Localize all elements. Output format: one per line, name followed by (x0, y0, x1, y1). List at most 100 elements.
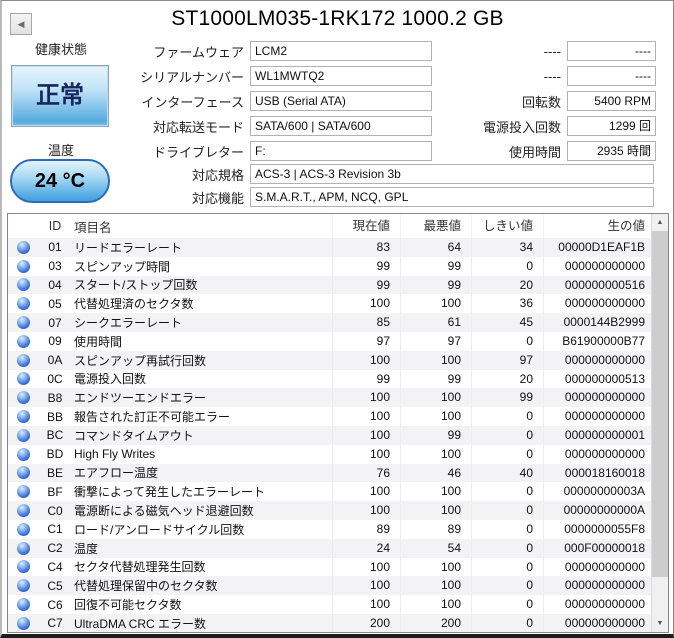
smart-attribute-row[interactable]: 09 使用時間 97 97 0 B61900000B77 (8, 331, 651, 351)
attribute-current: 100 (332, 501, 400, 520)
attribute-id: 01 (48, 240, 62, 255)
stat-field-row: 電源投入回数 1299 回 (442, 116, 656, 136)
status-good-orb-icon (16, 391, 30, 405)
smart-attribute-row[interactable]: BF 衝撃によって発生したエラーレート 100 100 0 0000000000… (8, 482, 651, 502)
field-value-box: 5400 RPM (567, 91, 656, 111)
status-good-orb-icon (16, 259, 30, 273)
attribute-raw-value: 000000000000 (543, 350, 651, 370)
smart-attribute-row[interactable]: 03 スピンアップ時間 99 99 0 000000000000 (8, 256, 651, 276)
status-good-orb-icon (16, 541, 30, 555)
attribute-threshold: 34 (471, 238, 543, 257)
smart-attribute-row[interactable]: C2 温度 24 54 0 000F00000018 (8, 538, 651, 558)
status-cell (8, 316, 38, 330)
attribute-current: 83 (332, 238, 400, 257)
drive-title: ST1000LM035-1RK172 1000.2 GB (171, 7, 504, 30)
column-header-raw: 生の値 (543, 214, 651, 238)
attribute-worst: 100 (400, 557, 471, 577)
attribute-raw-value: 000000000516 (543, 275, 651, 295)
status-cell (8, 504, 38, 518)
attribute-name: 代替処理済のセクタ数 (74, 297, 194, 312)
attribute-worst: 200 (400, 613, 471, 632)
smart-attribute-row[interactable]: 05 代替処理済のセクタ数 100 100 36 000000000000 (8, 294, 651, 314)
status-good-orb-icon (16, 428, 30, 442)
smart-attribute-row[interactable]: 0A スピンアップ再試行回数 100 100 97 000000000000 (8, 350, 651, 370)
attribute-name: 温度 (74, 541, 99, 556)
scroll-down-icon[interactable]: ▼ (656, 620, 664, 627)
smart-attribute-row[interactable]: BC コマンドタイムアウト 100 99 0 000000000001 (8, 425, 651, 445)
status-cell (8, 372, 38, 386)
attribute-raw-value: 00000000003A (543, 482, 651, 502)
health-status-button[interactable]: 正常 (11, 65, 109, 127)
scrollbar-thumb[interactable] (652, 231, 668, 577)
attribute-worst: 99 (400, 369, 471, 389)
attribute-threshold: 99 (471, 388, 543, 408)
attribute-id: C4 (47, 559, 63, 574)
smart-attribute-row[interactable]: 0C 電源投入回数 99 99 20 000000000513 (8, 369, 651, 389)
attribute-id: BE (46, 465, 63, 480)
attribute-current: 100 (332, 482, 400, 502)
table-scrollbar[interactable]: ▲ ▼ (651, 214, 668, 632)
field-value-box: ---- (567, 66, 656, 86)
attribute-raw-value: 000000000000 (543, 444, 651, 464)
smart-table-body: ID 項目名 現在値 最悪値 しきい値 生の値 01 リードエラーレート 83 … (8, 214, 651, 632)
attribute-worst: 100 (400, 294, 471, 314)
attribute-worst: 97 (400, 331, 471, 351)
smart-attribute-row[interactable]: C5 代替処理保留中のセクタ数 100 100 0 000000000000 (8, 576, 651, 596)
status-cell (8, 240, 38, 254)
attribute-id: 03 (48, 259, 62, 274)
attribute-name: スタート/ストップ回数 (74, 278, 198, 293)
attribute-worst: 99 (400, 256, 471, 276)
smart-attribute-row[interactable]: C4 セクタ代替処理発生回数 100 100 0 000000000000 (8, 557, 651, 577)
attribute-threshold: 0 (471, 425, 543, 445)
status-cell (8, 410, 38, 424)
status-good-orb-icon (16, 447, 30, 461)
status-cell (8, 353, 38, 367)
attribute-threshold: 0 (471, 482, 543, 502)
smart-rows: 01 リードエラーレート 83 64 34 00000D1EAF1B 03 スピ… (8, 238, 651, 632)
smart-attribute-row[interactable]: 04 スタート/ストップ回数 99 99 20 000000000516 (8, 275, 651, 295)
attribute-id: 05 (48, 296, 62, 311)
attribute-worst: 46 (400, 463, 471, 483)
attribute-name: 電源投入回数 (74, 372, 147, 387)
attribute-id: B8 (47, 390, 63, 405)
scroll-up-icon[interactable]: ▲ (656, 219, 664, 226)
smart-attribute-row[interactable]: BD High Fly Writes 100 100 0 00000000000… (8, 444, 651, 464)
attribute-raw-value: 000000000000 (543, 613, 651, 632)
attribute-worst: 99 (400, 425, 471, 445)
attribute-current: 100 (332, 350, 400, 370)
field-value-box: 1299 回 (567, 116, 656, 136)
column-header-id: ID (48, 219, 62, 233)
attribute-id: C0 (47, 503, 63, 518)
back-arrow-button[interactable]: ◀ (10, 13, 32, 35)
attribute-id: 0C (47, 371, 63, 386)
status-cell (8, 541, 38, 555)
status-cell (8, 428, 38, 442)
scrollbar-track[interactable] (652, 231, 668, 615)
attribute-threshold: 40 (471, 463, 543, 483)
status-good-orb-icon (16, 278, 30, 292)
field-value-box: S.M.A.R.T., APM, NCQ, GPL (250, 187, 654, 207)
smart-attribute-row[interactable]: C6 回復不可能セクタ数 100 100 0 000000000000 (8, 595, 651, 614)
attribute-name: UltraDMA CRC エラー数 (74, 616, 207, 631)
field-label: 対応規格 (191, 167, 244, 183)
attribute-current: 100 (332, 444, 400, 464)
smart-attribute-row[interactable]: BE エアフロー温度 76 46 40 000018160018 (8, 463, 651, 483)
field-value-box: F: (250, 141, 432, 161)
smart-attribute-row[interactable]: C1 ロード/アンロードサイクル回数 89 89 0 0000000055F8 (8, 519, 651, 539)
field-value-box: USB (Serial ATA) (250, 91, 432, 111)
smart-attribute-row[interactable]: B8 エンドツーエンドエラー 100 100 99 000000000000 (8, 388, 651, 408)
smart-attribute-row[interactable]: 01 リードエラーレート 83 64 34 00000D1EAF1B (8, 238, 651, 257)
field-label: 対応機能 (191, 190, 244, 206)
smart-attribute-row[interactable]: 07 シークエラーレート 85 61 45 0000144B2999 (8, 313, 651, 332)
smart-attribute-row[interactable]: C0 電源断による磁気ヘッド退避回数 100 100 0 00000000000… (8, 501, 651, 520)
smart-attribute-row[interactable]: C7 UltraDMA CRC エラー数 200 200 0 000000000… (8, 613, 651, 632)
status-good-orb-icon (16, 522, 30, 536)
field-value-box: ACS-3 | ACS-3 Revision 3b (250, 164, 654, 184)
attribute-current: 99 (332, 256, 400, 276)
field-label: インターフェース (141, 94, 244, 110)
attribute-worst: 100 (400, 501, 471, 520)
attribute-raw-value: 000000000000 (543, 407, 651, 426)
attribute-current: 100 (332, 576, 400, 596)
smart-attribute-row[interactable]: BB 報告された訂正不可能エラー 100 100 0 000000000000 (8, 407, 651, 426)
